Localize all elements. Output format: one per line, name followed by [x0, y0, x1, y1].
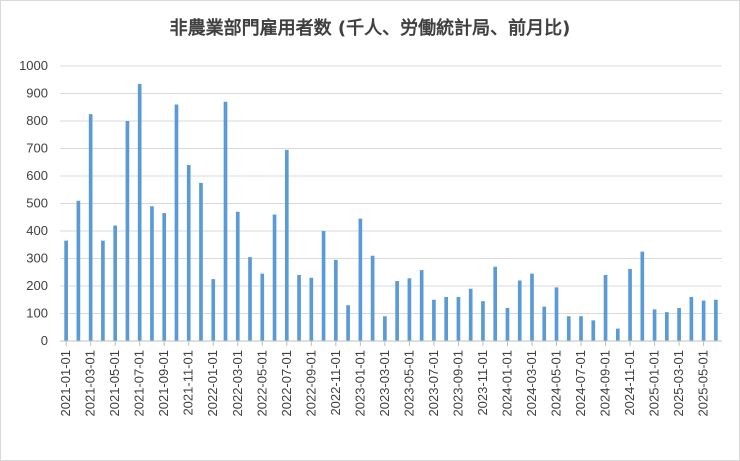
x-tick-label: 2024-01-01: [499, 350, 514, 417]
bar: [113, 225, 118, 341]
x-tick-label: 2024-03-01: [524, 350, 539, 417]
y-tick-label: 500: [26, 196, 48, 211]
bar: [383, 316, 387, 341]
bar: [481, 301, 485, 341]
bar: [284, 149, 289, 341]
bar: [370, 255, 375, 341]
bar: [542, 306, 547, 341]
bar: [162, 213, 167, 341]
bar: [407, 278, 412, 341]
bar: [395, 281, 399, 341]
bar: [444, 297, 449, 341]
bar: [701, 300, 706, 341]
bar: [309, 277, 314, 341]
x-tick-label: 2022-09-01: [303, 350, 318, 417]
bar: [419, 270, 424, 341]
bar: [505, 308, 510, 341]
bar: [346, 305, 350, 341]
y-tick-label: 0: [41, 333, 48, 348]
axes: [60, 340, 722, 346]
x-tick-label: 2023-01-01: [352, 350, 367, 417]
bar: [199, 182, 203, 341]
x-tick-label: 2021-03-01: [83, 350, 98, 417]
x-tick-label: 2021-05-01: [107, 350, 122, 417]
y-tick-label: 700: [26, 141, 48, 156]
x-tick-label: 2023-07-01: [426, 350, 441, 417]
bar: [615, 328, 620, 341]
x-tick-label: 2021-01-01: [58, 350, 73, 417]
x-tick-label: 2021-11-01: [181, 350, 196, 416]
bar: [358, 218, 363, 341]
bar: [174, 104, 179, 341]
bar: [493, 266, 498, 341]
bar: [211, 279, 216, 341]
gridlines: [60, 65, 722, 314]
bar: [333, 259, 338, 341]
y-tick-label: 100: [26, 306, 48, 321]
x-tick-label: 2022-03-01: [230, 350, 245, 417]
x-tick-label: 2023-09-01: [450, 350, 465, 417]
y-tick-label: 1000: [19, 58, 48, 73]
bar: [321, 231, 326, 341]
x-tick-label: 2022-07-01: [279, 350, 294, 417]
bar: [566, 316, 571, 341]
bar: [297, 275, 301, 341]
y-tick-label: 300: [26, 251, 48, 266]
bars: [64, 83, 718, 341]
x-tick-label: 2022-01-01: [205, 350, 220, 417]
bar: [186, 165, 191, 341]
bar: [554, 287, 559, 341]
bar: [235, 211, 240, 341]
bar: [591, 320, 596, 341]
x-tick-labels: 2021-01-01 2021-03-01 2021-05-01 2021-07-01…: [58, 350, 710, 417]
bar: [223, 101, 228, 341]
x-tick-label: 2021-07-01: [132, 350, 147, 417]
bar: [432, 299, 436, 341]
bar: [677, 308, 681, 341]
x-tick-label: 2022-05-01: [254, 350, 269, 417]
x-tick-label: 2025-01-01: [647, 350, 662, 417]
x-tick-label: 2024-09-01: [598, 350, 613, 417]
bar: [652, 309, 657, 341]
y-tick-label: 900: [26, 86, 48, 101]
bar: [125, 121, 130, 341]
x-tick-label: 2023-11-01: [475, 350, 490, 416]
y-tick-label: 200: [26, 278, 48, 293]
bar: [530, 273, 534, 341]
x-tick-label: 2024-11-01: [622, 350, 637, 416]
x-tick-label: 2021-09-01: [156, 350, 171, 417]
x-tick-label: 2024-07-01: [573, 350, 588, 417]
bar: [64, 240, 68, 341]
x-tick-label: 2023-05-01: [401, 350, 416, 417]
bar: [640, 251, 645, 341]
bar: [517, 280, 522, 341]
x-tick-label: 2022-11-01: [328, 350, 343, 416]
bar: [137, 83, 142, 341]
bar: [76, 200, 81, 341]
bar: [603, 275, 608, 341]
x-tick-label: 2023-03-01: [377, 350, 392, 417]
bar: [628, 268, 632, 341]
x-tick-label: 2024-05-01: [549, 350, 564, 417]
bar: [272, 214, 277, 341]
bar: [248, 257, 252, 341]
y-tick-label: 400: [26, 223, 48, 238]
x-tick-label: 2025-05-01: [696, 350, 711, 417]
bar: [260, 273, 265, 341]
y-tick-label: 800: [26, 113, 48, 128]
bar: [689, 297, 694, 341]
y-tick-labels: 0 100 200 300 400 500 600 700 800 900 1000: [19, 58, 48, 348]
bar: [88, 114, 93, 341]
bar: [456, 297, 461, 341]
bar: [714, 299, 718, 341]
bar: [468, 288, 473, 341]
bar: [101, 240, 105, 341]
chart-title: 非農業部門雇用者数 (千人、労働統計局、前月比): [169, 18, 571, 39]
x-tick-label: 2025-03-01: [671, 350, 686, 417]
bar: [664, 312, 669, 341]
bar: [579, 316, 583, 341]
bar: [150, 206, 154, 341]
y-tick-label: 600: [26, 168, 48, 183]
